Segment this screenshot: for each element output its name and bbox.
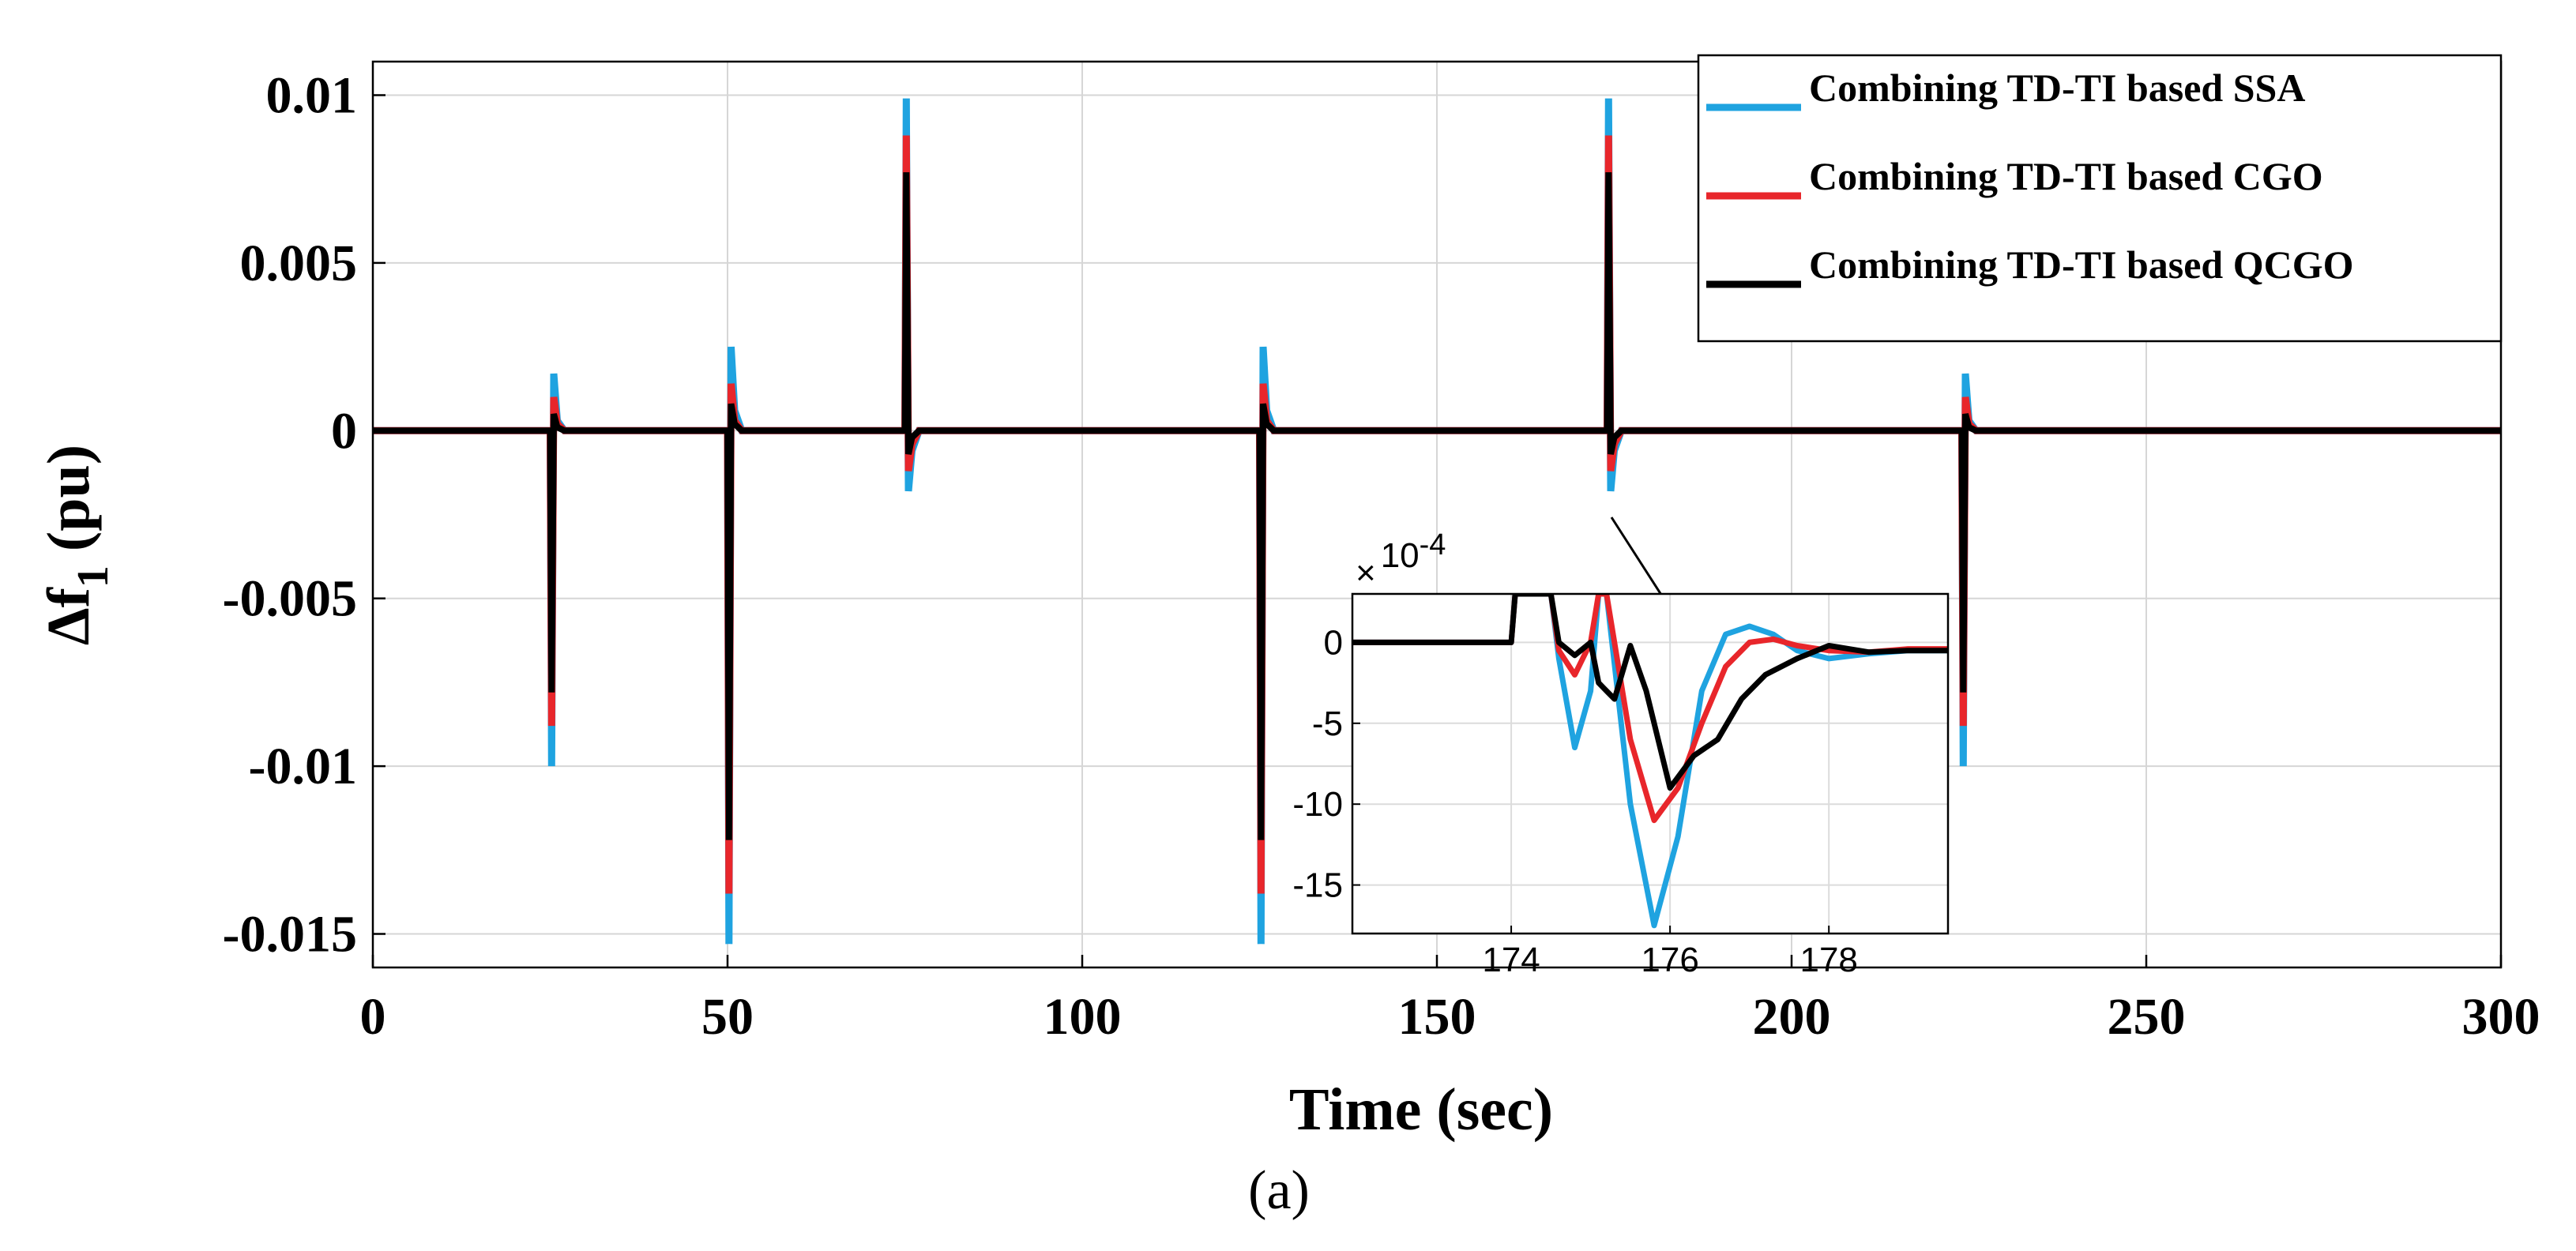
x-tick-label: 300 (2462, 988, 2540, 1046)
x-tick-label: 0 (360, 988, 386, 1046)
figure-caption: (a) (1248, 1160, 1310, 1221)
y-axis-label-main: Δf (36, 586, 102, 645)
x-tick-label: 100 (1044, 988, 1122, 1046)
y-axis-label-subscript: 1 (69, 565, 118, 588)
y-axis-ticks: 0.01 0.005 0 -0.005 -0.01 -0.015 (223, 66, 385, 964)
x-tick-label: 250 (2108, 988, 2186, 1046)
inset-x-tick-label: 174 (1482, 941, 1540, 979)
y-tick-label: 0.005 (240, 235, 358, 292)
y-axis-label-unit: (pu) (36, 445, 102, 551)
inset-series-layer (1352, 594, 1948, 929)
inset-x-axis-ticks: 174 176 178 (1482, 926, 1858, 979)
svg-text:Δf1(pu): Δf1 (pu) (36, 445, 118, 645)
legend-label-ssa: Combining TD-TI based SSA (1809, 66, 2305, 110)
inset-x-tick-label: 178 (1799, 941, 1857, 979)
inset-y-tick-label: -10 (1292, 785, 1343, 824)
y-tick-label: -0.01 (249, 738, 357, 795)
series-layer (373, 98, 2501, 945)
x-axis-ticks: 0 50 100 150 200 250 300 (360, 955, 2540, 1046)
y-tick-label: -0.015 (223, 906, 357, 964)
inset-y-axis-ticks: 0 -5 -10 -15 (1292, 623, 1360, 905)
inset-scale-label: × 10-4 (1356, 528, 1446, 592)
inset-exponent-power: -4 (1420, 528, 1446, 562)
inset-zoom: 174 176 178 0 -5 -10 -15 × 10-4 (1292, 517, 1950, 979)
y-axis-label: Δf1 (pu) (36, 445, 118, 645)
x-tick-label: 200 (1753, 988, 1831, 1046)
inset-series-line-qcgo (1352, 594, 1948, 791)
x-tick-label: 150 (1398, 988, 1476, 1046)
legend-label-qcgo: Combining TD-TI based QCGO (1809, 242, 2354, 287)
series-line-qcgo (373, 172, 2501, 840)
x-axis-label: Time (sec) (1289, 1076, 1553, 1143)
legend-label-cgo: Combining TD-TI based CGO (1809, 154, 2323, 198)
inset-frame (1351, 592, 1950, 935)
inset-times-symbol: × (1356, 554, 1376, 592)
y-tick-label: 0 (331, 402, 357, 460)
legend-box (1697, 54, 2503, 343)
y-tick-label: -0.005 (223, 570, 357, 628)
x-tick-label: 50 (701, 988, 754, 1046)
inset-y-tick-label: -5 (1312, 704, 1343, 743)
inset-y-tick-label: 0 (1324, 623, 1343, 662)
inset-y-tick-label: -15 (1292, 866, 1343, 905)
y-tick-label: 0.01 (266, 66, 358, 124)
inset-x-tick-label: 176 (1641, 941, 1698, 979)
inset-grid (1352, 594, 1948, 934)
inset-exponent-base: 10 (1381, 536, 1420, 575)
legend: Combining TD-TI based SSA Combining TD-T… (1697, 54, 2503, 343)
